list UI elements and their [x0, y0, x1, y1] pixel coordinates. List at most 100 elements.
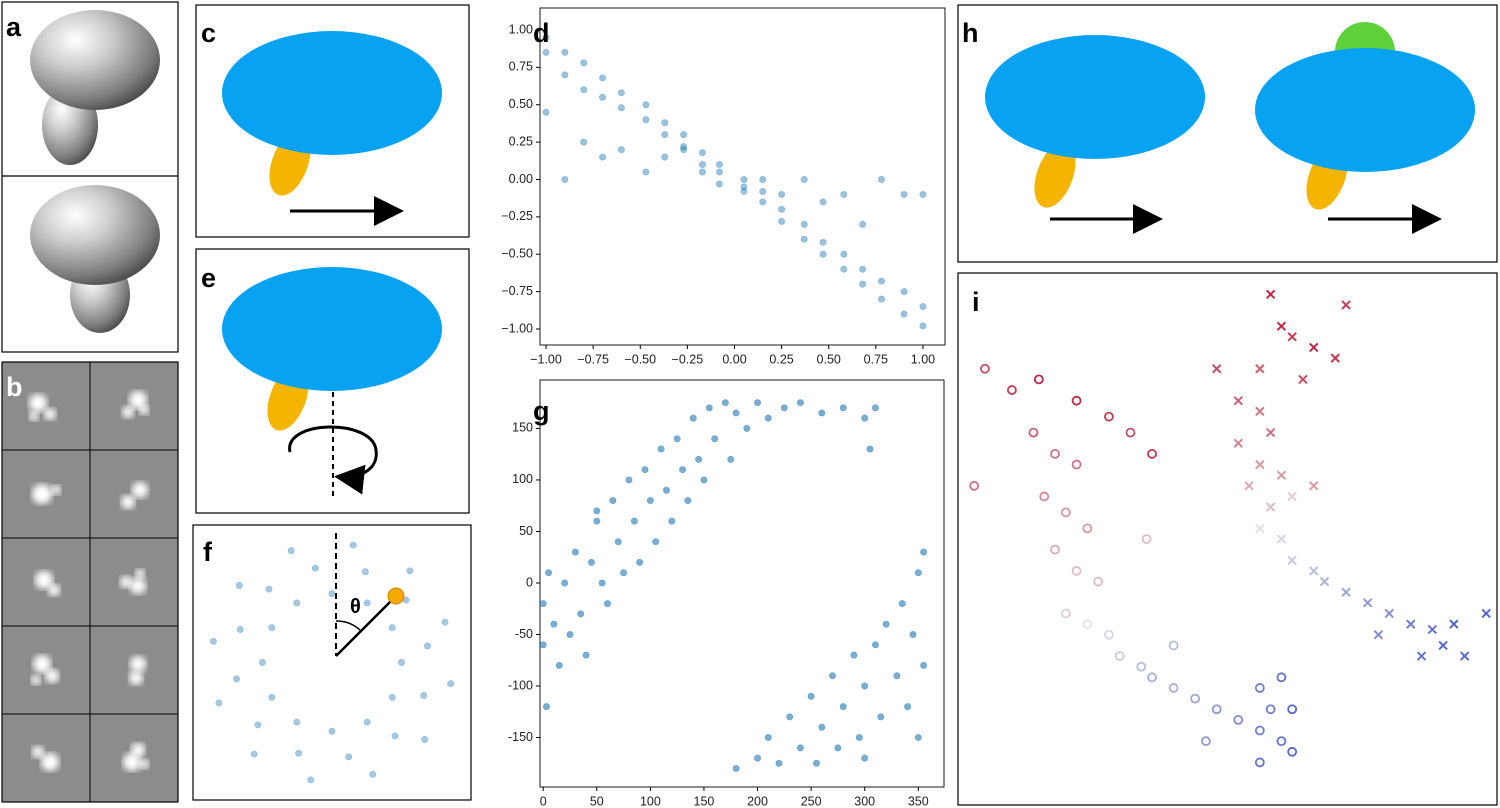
point	[673, 435, 681, 443]
point	[363, 718, 371, 726]
point	[1050, 448, 1060, 459]
point	[920, 548, 928, 556]
point	[328, 590, 336, 598]
panel-label: a	[6, 12, 22, 42]
large-domain	[1255, 48, 1475, 172]
body	[30, 10, 160, 110]
point	[871, 641, 879, 649]
particle-blob	[33, 655, 51, 673]
point	[265, 585, 273, 593]
y-tick-label: 0.75	[509, 60, 533, 74]
point	[1104, 411, 1114, 422]
point	[909, 631, 917, 639]
panel-label: i	[972, 287, 980, 317]
point	[919, 322, 927, 330]
point	[642, 116, 650, 124]
x-tick-label: −1.00	[530, 352, 562, 366]
point	[1276, 736, 1287, 747]
point	[1265, 289, 1276, 299]
point	[1255, 523, 1265, 534]
point	[311, 564, 319, 572]
point	[1071, 566, 1082, 576]
y-tick-label: 150	[512, 421, 533, 435]
point	[620, 569, 628, 577]
point	[1276, 470, 1287, 480]
point	[898, 600, 906, 608]
point	[1406, 619, 1416, 629]
y-tick-label: −1.00	[501, 321, 533, 335]
particle-blob	[41, 753, 59, 771]
point	[866, 445, 874, 453]
point	[800, 220, 808, 228]
panel-frame	[195, 4, 470, 238]
point	[759, 175, 767, 183]
scatter-chart: f	[203, 537, 455, 784]
y-tick-label: -100	[508, 678, 533, 692]
point	[657, 445, 665, 453]
point	[1147, 672, 1157, 683]
point	[555, 661, 563, 669]
point	[1082, 619, 1093, 630]
point	[859, 220, 867, 228]
point	[307, 776, 315, 784]
point	[689, 414, 697, 422]
point	[740, 183, 748, 191]
point	[539, 641, 547, 649]
point	[661, 119, 669, 127]
particle-blob	[29, 411, 39, 421]
point	[754, 754, 762, 762]
point	[1319, 576, 1330, 587]
point	[642, 101, 650, 109]
point	[764, 734, 772, 742]
point	[542, 48, 550, 56]
point	[630, 517, 638, 525]
point	[819, 250, 827, 258]
point	[661, 153, 669, 161]
point	[652, 538, 660, 546]
highlight-point	[387, 587, 405, 605]
point	[593, 517, 601, 525]
point	[1254, 757, 1265, 768]
point	[834, 744, 842, 752]
point	[859, 280, 867, 288]
point	[850, 651, 858, 659]
particle-blob	[130, 578, 146, 594]
point	[1028, 427, 1039, 438]
point	[1309, 342, 1319, 353]
point	[1114, 651, 1125, 661]
point	[727, 455, 735, 463]
point	[861, 682, 869, 690]
point	[871, 404, 879, 412]
point	[1168, 683, 1179, 693]
point	[1276, 672, 1287, 683]
point	[1330, 353, 1341, 363]
point	[796, 744, 804, 752]
point	[209, 637, 217, 645]
point	[617, 104, 625, 112]
x-tick-label: 350	[908, 794, 929, 808]
x-tick-label: −0.50	[624, 352, 656, 366]
point	[268, 624, 276, 632]
point	[800, 235, 808, 243]
point	[293, 599, 301, 607]
point	[599, 153, 607, 161]
point	[1212, 364, 1222, 374]
point	[604, 600, 612, 608]
point	[877, 277, 885, 285]
axes-frame	[539, 7, 946, 346]
panel-b: b	[1, 361, 179, 803]
point	[561, 48, 569, 56]
point	[698, 149, 706, 157]
particle-blob	[129, 671, 143, 685]
point	[1233, 714, 1244, 725]
point	[775, 759, 783, 767]
point	[1341, 587, 1351, 597]
point	[1060, 507, 1071, 518]
x-tick-label: 300	[854, 794, 875, 808]
point	[550, 620, 558, 628]
point	[1190, 693, 1201, 704]
point	[705, 404, 713, 412]
point	[295, 749, 303, 757]
x-tick-label: −0.25	[672, 352, 704, 366]
